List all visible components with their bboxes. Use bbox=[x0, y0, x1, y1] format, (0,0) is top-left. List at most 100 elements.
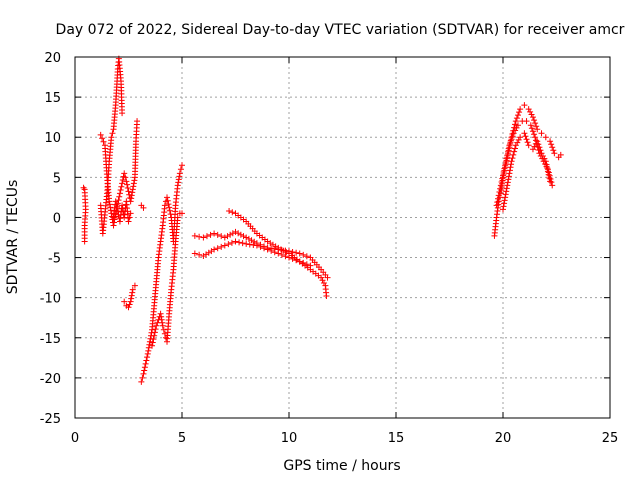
data-point bbox=[500, 172, 506, 179]
data-point bbox=[144, 350, 151, 357]
data-point bbox=[227, 231, 234, 238]
data-point bbox=[203, 233, 210, 240]
data-point bbox=[200, 234, 207, 241]
data-point bbox=[499, 175, 506, 182]
data-point bbox=[510, 130, 517, 137]
data-point bbox=[117, 187, 124, 194]
data-point bbox=[175, 179, 182, 186]
data-point bbox=[159, 322, 166, 329]
y-axis-title: SDTVAR / TECUs bbox=[5, 180, 21, 295]
data-marks bbox=[80, 55, 564, 385]
data-point bbox=[527, 108, 534, 115]
data-point bbox=[99, 135, 106, 142]
data-point bbox=[542, 160, 549, 167]
data-point bbox=[131, 282, 138, 289]
data-point bbox=[502, 158, 509, 165]
chart-title: Day 072 of 2022, Sidereal Day-to-day VTE… bbox=[56, 22, 625, 38]
data-point bbox=[509, 133, 516, 140]
data-point bbox=[157, 310, 164, 317]
data-point bbox=[250, 241, 257, 248]
data-point bbox=[196, 233, 203, 240]
data-point bbox=[207, 231, 214, 238]
data-point bbox=[248, 237, 255, 244]
data-point bbox=[158, 316, 165, 323]
data-point bbox=[277, 246, 284, 253]
data-point bbox=[268, 247, 275, 254]
data-point bbox=[115, 197, 122, 204]
data-point bbox=[251, 238, 258, 245]
data-point bbox=[236, 239, 243, 246]
data-point bbox=[106, 201, 113, 208]
data-point bbox=[508, 158, 515, 165]
data-point bbox=[121, 170, 128, 177]
x-tick-label: 10 bbox=[281, 431, 298, 446]
data-point bbox=[531, 143, 538, 150]
data-point bbox=[106, 198, 113, 205]
data-point bbox=[179, 162, 185, 169]
data-point bbox=[275, 250, 282, 257]
data-point bbox=[296, 258, 303, 265]
data-point bbox=[125, 188, 132, 195]
data-point bbox=[165, 201, 172, 208]
data-point bbox=[513, 115, 520, 122]
data-point bbox=[81, 238, 88, 245]
data-point bbox=[218, 233, 225, 240]
data-point bbox=[129, 286, 136, 293]
data-point bbox=[324, 274, 331, 281]
data-point bbox=[119, 110, 126, 117]
data-point bbox=[138, 378, 145, 385]
data-point bbox=[549, 144, 556, 151]
data-point bbox=[283, 249, 290, 256]
data-point bbox=[515, 136, 522, 143]
series-arc-h bbox=[149, 210, 185, 349]
data-point bbox=[525, 106, 532, 113]
data-point bbox=[497, 182, 504, 189]
data-point bbox=[153, 322, 160, 329]
data-point bbox=[514, 139, 521, 146]
data-point bbox=[502, 191, 509, 198]
data-point bbox=[139, 374, 146, 381]
data-point bbox=[495, 192, 502, 199]
data-point bbox=[531, 131, 538, 138]
data-point bbox=[501, 200, 508, 207]
data-point bbox=[131, 177, 138, 184]
data-point bbox=[140, 204, 147, 211]
data-point bbox=[548, 141, 555, 148]
data-point bbox=[176, 173, 183, 180]
data-point bbox=[179, 210, 185, 217]
y-tick-label: -20 bbox=[40, 372, 61, 387]
data-point bbox=[232, 228, 239, 235]
data-point bbox=[527, 122, 534, 129]
data-point bbox=[140, 370, 147, 377]
data-point bbox=[529, 128, 536, 135]
data-point bbox=[544, 168, 551, 175]
data-point bbox=[318, 274, 325, 281]
data-point bbox=[503, 185, 510, 192]
data-point bbox=[523, 118, 530, 125]
data-point bbox=[551, 150, 558, 157]
data-point bbox=[532, 120, 539, 127]
series-arc-i bbox=[191, 228, 331, 281]
data-point bbox=[506, 142, 513, 149]
data-point bbox=[534, 126, 541, 133]
data-point bbox=[253, 242, 260, 249]
data-point bbox=[166, 207, 173, 214]
data-point bbox=[538, 130, 545, 137]
data-point bbox=[500, 206, 506, 213]
data-point bbox=[97, 131, 104, 138]
data-point bbox=[144, 354, 151, 361]
data-point bbox=[320, 279, 327, 286]
data-point bbox=[125, 304, 132, 311]
data-point bbox=[500, 168, 507, 175]
data-point bbox=[228, 239, 235, 246]
data-point bbox=[229, 230, 236, 237]
data-point bbox=[159, 319, 166, 326]
data-point bbox=[512, 142, 519, 149]
data-point bbox=[546, 175, 553, 182]
data-point bbox=[218, 243, 225, 250]
x-tick-label: 5 bbox=[178, 431, 186, 446]
data-point bbox=[300, 259, 307, 266]
data-point bbox=[225, 241, 232, 248]
data-point bbox=[128, 292, 135, 299]
data-point bbox=[502, 194, 509, 201]
